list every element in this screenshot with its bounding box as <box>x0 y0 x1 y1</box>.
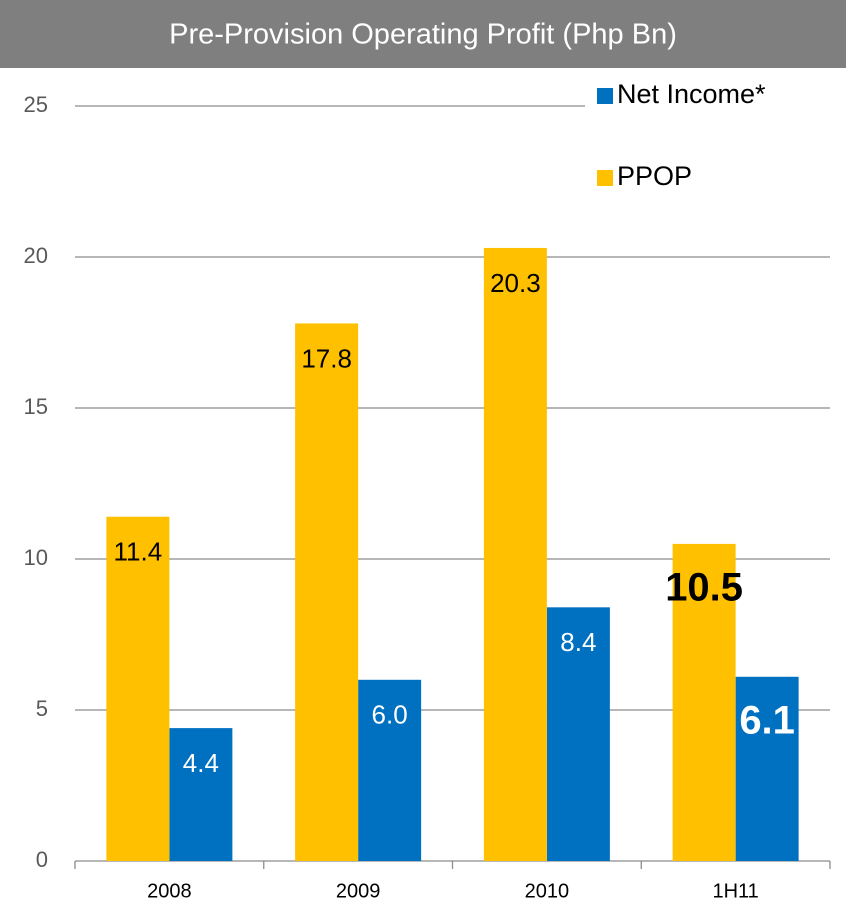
x-tick-label: 2010 <box>525 880 570 902</box>
bar <box>295 323 359 861</box>
data-label: 20.3 <box>490 268 541 298</box>
data-label: 6.0 <box>372 700 408 730</box>
x-tick-label: 2008 <box>147 880 192 902</box>
data-label: 11.4 <box>114 537 163 567</box>
x-tick-label: 1H11 <box>712 880 758 902</box>
legend-label: PPOP <box>617 161 692 191</box>
bar <box>735 676 799 861</box>
bar <box>106 516 170 861</box>
x-tick-label: 2009 <box>336 880 381 902</box>
legend-swatch <box>597 88 613 104</box>
title-banner <box>0 0 846 68</box>
data-label: 8.4 <box>560 627 596 657</box>
data-label: 6.1 <box>739 698 795 742</box>
bar <box>672 543 736 861</box>
bar <box>358 679 422 861</box>
data-label: 10.5 <box>665 565 743 609</box>
legend-label: Net Income* <box>617 79 766 109</box>
legend-background <box>585 78 845 208</box>
y-tick-label: 15 <box>24 394 48 419</box>
y-tick-label: 0 <box>36 847 48 872</box>
bar <box>483 247 547 861</box>
y-tick-label: 20 <box>24 243 48 268</box>
bar <box>546 607 610 861</box>
y-tick-label: 25 <box>24 92 48 117</box>
data-label: 17.8 <box>301 343 352 373</box>
chart-title: Pre-Provision Operating Profit (Php Bn) <box>169 19 677 51</box>
legend-swatch <box>597 170 613 186</box>
y-tick-label: 10 <box>24 545 48 570</box>
bar <box>169 728 233 861</box>
y-tick-label: 5 <box>36 696 48 721</box>
data-label: 4.4 <box>183 748 219 778</box>
